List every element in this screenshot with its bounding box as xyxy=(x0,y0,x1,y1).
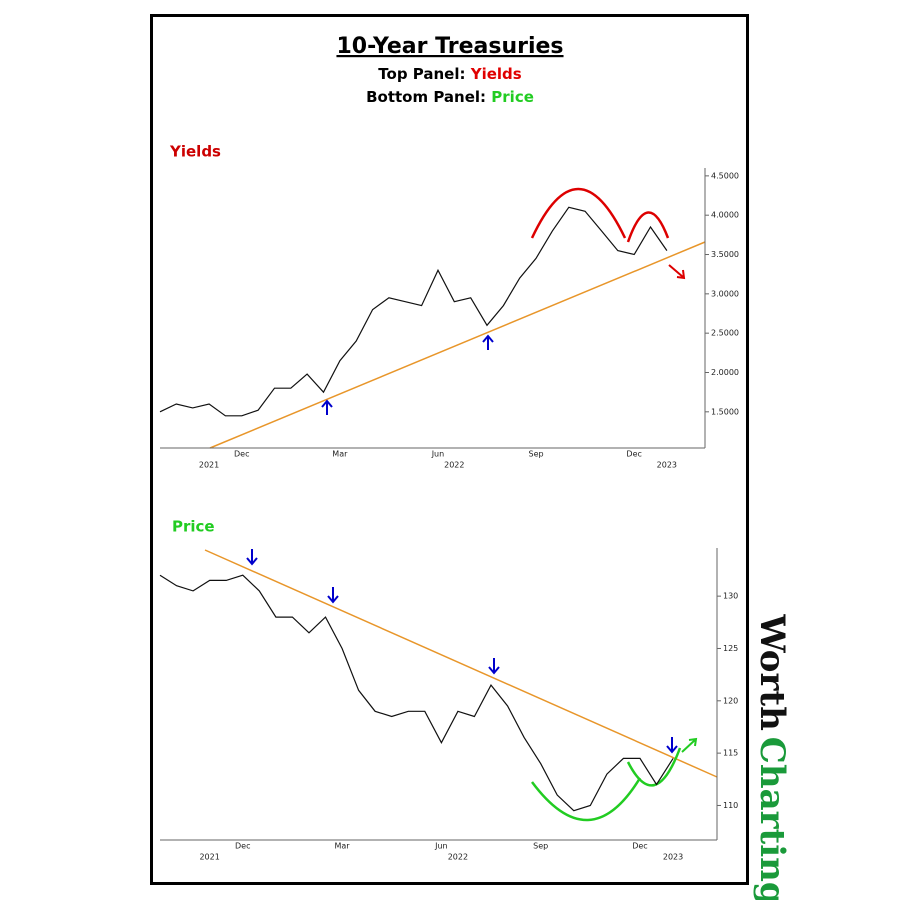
year-label: 2022 xyxy=(444,461,464,470)
x-tick-label: Dec xyxy=(235,842,250,851)
year-label: 2023 xyxy=(663,853,683,862)
arrow xyxy=(327,587,339,604)
arc xyxy=(626,747,682,787)
subtitle-text: Bottom Panel: xyxy=(366,88,486,106)
x-tick-label: Mar xyxy=(335,842,351,851)
y-tick-label: 130 xyxy=(723,592,738,601)
x-tick-label: Dec xyxy=(626,450,641,459)
year-label: 2022 xyxy=(448,853,468,862)
arrow xyxy=(246,549,258,566)
y-tick-label: 3.5000 xyxy=(711,250,739,259)
x-tick-label: Jun xyxy=(434,842,448,851)
subtitle-text: Top Panel: xyxy=(378,65,465,83)
y-tick-label: 2.0000 xyxy=(711,368,739,377)
year-label: 2021 xyxy=(199,853,219,862)
arrow xyxy=(681,737,698,753)
price-line xyxy=(159,574,674,812)
x-tick-label: Sep xyxy=(529,450,544,459)
subtitle: Bottom Panel: Price xyxy=(366,88,534,106)
x-tick-label: Mar xyxy=(332,450,348,459)
annotations xyxy=(204,187,718,822)
year-label: 2023 xyxy=(657,461,677,470)
y-tick-label: 3.0000 xyxy=(711,289,739,298)
subtitle-highlight: Price xyxy=(491,88,534,106)
x-tick-label: Dec xyxy=(234,450,249,459)
arrow xyxy=(488,658,500,675)
frame xyxy=(150,14,749,885)
x-tick-label: Jun xyxy=(431,450,445,459)
x-tick-label: Sep xyxy=(533,842,548,851)
brand-first: Worth xyxy=(752,613,792,730)
arc xyxy=(626,211,670,243)
x-tick-label: Dec xyxy=(632,842,647,851)
trendline xyxy=(209,241,706,449)
arrow xyxy=(668,264,686,280)
panel: Yields 1.5000 2.0000 2.5000 3.0000 3.5000 4.00… xyxy=(159,143,739,470)
subtitle: Top Panel: Yields xyxy=(378,65,522,83)
trendline xyxy=(204,549,718,778)
y-tick-label: 2.5000 xyxy=(711,329,739,338)
arrow xyxy=(321,399,333,415)
brand: Worth Charting xyxy=(752,613,792,900)
arrow xyxy=(666,737,678,754)
panel-title: Price xyxy=(172,518,215,536)
y-tick-label: 125 xyxy=(723,644,738,653)
price-line xyxy=(159,206,668,417)
arrow xyxy=(482,334,494,350)
panel-title: Yields xyxy=(169,143,221,161)
y-tick-label: 1.5000 xyxy=(711,407,739,416)
title: 10-Year Treasuries xyxy=(336,34,563,59)
y-tick-label: 115 xyxy=(723,749,738,758)
y-tick-label: 4.0000 xyxy=(711,211,739,220)
y-tick-label: 110 xyxy=(723,801,738,810)
y-tick-label: 120 xyxy=(723,696,738,705)
brand-second: Charting xyxy=(752,737,792,900)
subtitle-highlight: Yields xyxy=(470,65,522,83)
arc xyxy=(530,777,642,822)
year-label: 2021 xyxy=(199,461,219,470)
y-tick-label: 4.5000 xyxy=(711,171,739,180)
arc xyxy=(530,187,627,239)
